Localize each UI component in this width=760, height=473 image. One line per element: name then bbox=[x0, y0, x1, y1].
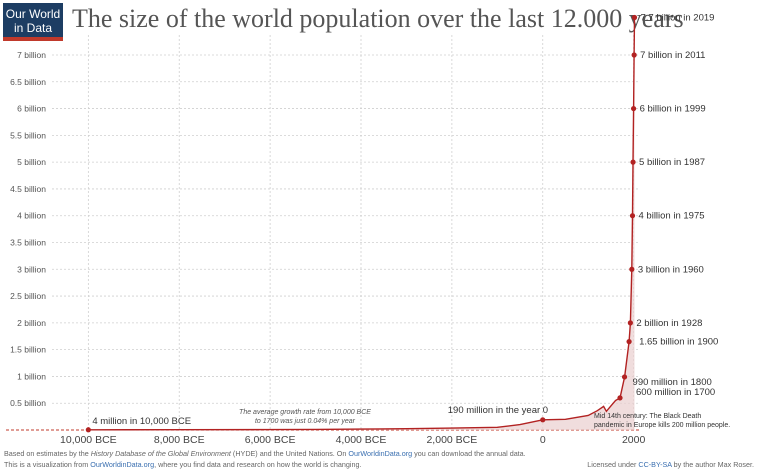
y-tick-label: 5 billion bbox=[17, 157, 46, 167]
data-point bbox=[631, 52, 637, 58]
logo-line-2: in Data bbox=[13, 21, 53, 35]
license-link[interactable]: CC-BY-SA bbox=[638, 460, 672, 469]
data-label: 4 million in 10,000 BCE bbox=[92, 416, 191, 427]
y-tick-label: 1 billion bbox=[17, 371, 46, 381]
data-point bbox=[629, 266, 635, 272]
data-point bbox=[627, 320, 633, 326]
black-death-annotation: Mid 14th century: The Black Death bbox=[594, 413, 701, 420]
y-tick-label: 2.5 billion bbox=[10, 291, 46, 301]
growth-rate-annotation: to 1700 was just 0.04% per year bbox=[255, 418, 356, 425]
y-tick-label: 7 billion bbox=[17, 50, 46, 60]
footer-text: , where you find data and research on ho… bbox=[154, 460, 362, 469]
data-label: 3 billion in 1960 bbox=[638, 264, 704, 275]
data-label: 5 billion in 1987 bbox=[639, 157, 705, 168]
footer-source-line: Based on estimates by the History Databa… bbox=[4, 449, 526, 458]
owid-logo: Our World in Data bbox=[3, 3, 63, 41]
y-tick-label: 6 billion bbox=[17, 104, 46, 114]
population-line bbox=[88, 17, 636, 431]
y-tick-label: 4.5 billion bbox=[10, 184, 46, 194]
license-text: Licensed under bbox=[587, 460, 639, 469]
y-tick-label: 3.5 billion bbox=[10, 238, 46, 248]
footer-text: This is a visualization from bbox=[4, 460, 91, 469]
y-tick-label: 5.5 billion bbox=[10, 130, 46, 140]
owid-link[interactable]: OurWorldinData.org bbox=[348, 449, 413, 458]
footer-hyde-name: History Database of the Global Environme… bbox=[90, 449, 231, 458]
x-tick-label: 4,000 BCE bbox=[336, 434, 387, 446]
footer-text: Based on estimates by the bbox=[4, 449, 91, 458]
chart-title: The size of the world population over th… bbox=[72, 4, 684, 33]
data-point bbox=[617, 395, 623, 401]
logo-accent-bar bbox=[3, 37, 63, 41]
footer-text: you can download the annual data. bbox=[412, 449, 526, 458]
y-tick-label: 4 billion bbox=[17, 211, 46, 221]
y-tick-label: 3 billion bbox=[17, 264, 46, 274]
data-label: 190 million in the year 0 bbox=[448, 405, 548, 416]
population-area bbox=[88, 17, 635, 430]
y-tick-label: 0.5 billion bbox=[10, 398, 46, 408]
data-label: 4 billion in 1975 bbox=[639, 211, 705, 222]
data-point bbox=[540, 417, 546, 423]
data-point bbox=[630, 105, 637, 112]
data-label: 7 billion in 2011 bbox=[640, 50, 705, 61]
data-point bbox=[630, 159, 636, 165]
data-label: 7.7 billion in 2019 bbox=[641, 13, 715, 24]
x-tick-label: 10,000 BCE bbox=[60, 434, 117, 446]
data-label: 2 billion in 1928 bbox=[636, 318, 702, 329]
y-tick-label: 6.5 billion bbox=[10, 77, 46, 87]
black-death-annotation: pandemic in Europe kills 200 million peo… bbox=[594, 422, 730, 429]
data-label: 600 million in 1700 bbox=[636, 387, 715, 398]
data-label: 990 million in 1800 bbox=[633, 377, 712, 388]
owid-link[interactable]: OurWorldinData.org bbox=[90, 460, 155, 469]
data-point bbox=[631, 14, 638, 21]
logo-line-1: Our World bbox=[5, 7, 61, 21]
license-text: by the author Max Roser. bbox=[671, 460, 754, 469]
x-tick-label: 0 bbox=[540, 434, 546, 446]
x-tick-label: 2,000 BCE bbox=[426, 434, 477, 446]
y-tick-label: 1.5 billion bbox=[10, 345, 46, 355]
x-tick-label: 2000 bbox=[622, 434, 646, 446]
data-point bbox=[85, 427, 91, 433]
y-tick-label: 2 billion bbox=[17, 318, 46, 328]
footer-text: (HYDE) and the United Nations. On bbox=[230, 449, 349, 458]
data-point bbox=[626, 339, 632, 345]
license-line: Licensed under CC-BY-SA by the author Ma… bbox=[587, 460, 754, 469]
growth-rate-annotation: The average growth rate from 10,000 BCE bbox=[239, 409, 371, 416]
x-tick-label: 8,000 BCE bbox=[154, 434, 205, 446]
footer-visualization-line: This is a visualization from OurWorldinD… bbox=[4, 460, 361, 469]
data-point bbox=[629, 213, 636, 219]
data-point bbox=[621, 374, 628, 380]
x-tick-label: 6,000 BCE bbox=[245, 434, 296, 446]
data-label: 1.65 billion in 1900 bbox=[639, 337, 718, 348]
data-label: 6 billion in 1999 bbox=[640, 104, 706, 115]
